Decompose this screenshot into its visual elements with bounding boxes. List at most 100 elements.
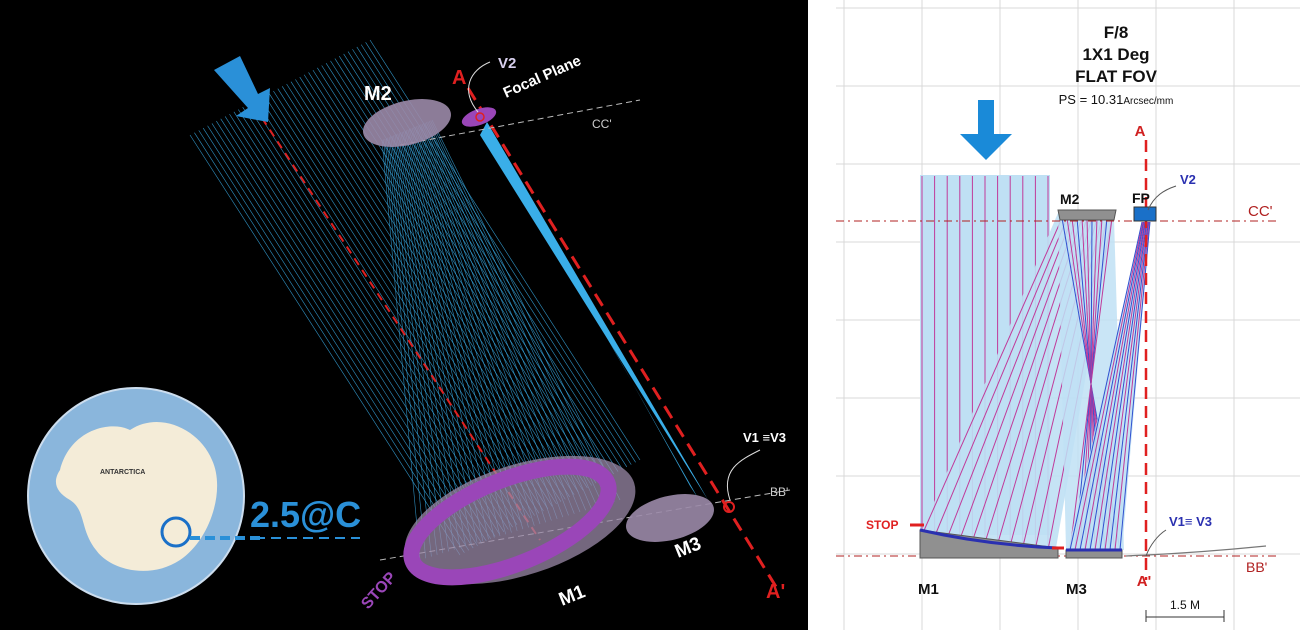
plate-scale-unit: Arcsec/mm — [1123, 96, 1173, 107]
header-fov: 1X1 Deg — [1082, 45, 1149, 64]
m2-label: M2 — [1060, 191, 1080, 207]
converging-ray — [391, 135, 461, 549]
converging-ray — [405, 130, 518, 531]
m1-mirror — [404, 455, 636, 585]
converging-ray — [410, 128, 535, 526]
stop-label: STOP — [866, 518, 898, 532]
focal-plane-detector — [1133, 206, 1157, 222]
m3-fp-ray — [1089, 221, 1146, 551]
v2-point — [475, 112, 485, 122]
converging-ray — [395, 134, 478, 543]
converging-ray — [426, 122, 598, 507]
m3-fp-ray — [1079, 221, 1145, 551]
incoming-ray — [224, 116, 496, 537]
bb-curve — [1125, 545, 1267, 557]
bb-label: BB' — [1246, 559, 1267, 575]
m3-fp-rays — [1069, 221, 1151, 551]
left-raytrace-svg: M2 V2 Focal Plane A CC' V1 ≡V3 BB' M3 M1… — [0, 0, 808, 630]
converging-ray — [413, 127, 546, 523]
converging-ray — [421, 123, 581, 513]
v2-callout — [1147, 185, 1177, 211]
beam-center-line — [261, 117, 541, 541]
v2-callout — [468, 61, 491, 113]
antarctica-globe: ANTARCTICA — [27, 387, 245, 605]
m3-fp-ray — [1084, 221, 1145, 551]
m3-fp-ray — [1114, 221, 1150, 551]
incoming-ray — [233, 111, 505, 532]
v2-label: V2 — [498, 55, 516, 72]
incoming-ray — [281, 86, 553, 507]
m1-m2-ray — [921, 217, 1063, 536]
m1-m2-ray — [946, 217, 1073, 539]
incoming-ray — [290, 81, 562, 502]
incoming-ray — [211, 123, 483, 544]
m3-fp-ray — [1094, 221, 1147, 551]
plate-scale-value: PS = 10.31 — [1059, 92, 1124, 107]
converging-ray — [424, 122, 592, 509]
converging-ray — [401, 131, 501, 537]
v1v3-callout — [1145, 529, 1167, 557]
antarctica-map-label: ANTARCTICA — [100, 469, 145, 476]
focal-plane-ellipse — [461, 107, 497, 127]
bb-label: BB' — [770, 485, 788, 499]
converging-ray — [420, 124, 575, 514]
converging-ray — [404, 130, 512, 533]
m3-to-focal-plane-cone — [480, 122, 708, 500]
v1v3-label: V1 ≡V3 — [743, 430, 786, 445]
m3-fp-ray — [1099, 221, 1148, 551]
m3-label: M3 — [1066, 581, 1087, 598]
axis-a-prime-label: A' — [1137, 573, 1151, 590]
incoming-beam-rays — [189, 39, 641, 556]
stop-ring — [403, 458, 617, 586]
header-fnumber: F/8 — [1104, 23, 1129, 42]
right-layout-svg: F/8 1X1 Deg FLAT FOV PS = 10.31Arcsec/mm… — [836, 0, 1300, 630]
incoming-ray — [198, 130, 470, 551]
v2-label: V2 — [1180, 172, 1196, 187]
antarctica-land — [55, 421, 218, 571]
incoming-ray — [308, 72, 579, 493]
incoming-ray — [229, 113, 500, 535]
incoming-ray — [251, 102, 522, 523]
converging-ray — [427, 121, 604, 506]
axis-a-label: A — [452, 67, 466, 89]
m3-mirror — [626, 494, 714, 542]
cc-label: CC' — [1248, 203, 1273, 220]
axis-a-prime-label: A' — [766, 581, 785, 603]
scale-bar: 1.5 M — [1145, 598, 1225, 622]
map-inset-bar — [256, 350, 278, 630]
incoming-ray — [277, 88, 549, 509]
right-layout-panel: F/8 1X1 Deg FLAT FOV PS = 10.31Arcsec/mm… — [836, 0, 1300, 630]
m3-fp-ray — [1109, 221, 1149, 551]
m2-label: M2 — [364, 83, 392, 105]
converging-ray — [383, 139, 427, 559]
converging-ray — [388, 137, 449, 552]
converging-ray — [390, 136, 455, 550]
m2-m3-ray — [1069, 217, 1113, 551]
converging-ray — [407, 129, 524, 530]
incoming-ray — [194, 132, 465, 553]
header-flat-fov: FLAT FOV — [1075, 67, 1157, 86]
m1-surface — [919, 528, 1059, 550]
v1v3-label: V1≡ V3 — [1169, 514, 1212, 529]
incoming-ray — [299, 76, 571, 498]
converging-ray — [394, 134, 472, 545]
incoming-ray — [268, 93, 540, 514]
incoming-ray — [317, 67, 588, 488]
incoming-ray — [264, 95, 535, 516]
cc-label: CC' — [592, 117, 612, 131]
incoming-ray — [202, 127, 474, 549]
converging-ray — [430, 120, 615, 502]
converging-ray — [397, 133, 484, 542]
left-raytrace-panel: M2 V2 Focal Plane A CC' V1 ≡V3 BB' M3 M1… — [0, 0, 808, 630]
axis-a-label: A — [1135, 123, 1146, 140]
converging-ray — [400, 132, 495, 538]
incoming-ray — [242, 107, 513, 528]
dome-c-caption: 2.5@C — [250, 494, 361, 535]
v1v3-point — [723, 501, 735, 513]
m3-fp-ray — [1074, 221, 1144, 551]
incoming-ray — [259, 97, 531, 519]
converging-ray — [393, 135, 467, 547]
incoming-ray — [273, 90, 544, 512]
converging-ray — [418, 125, 569, 516]
converging-ray — [381, 139, 421, 561]
